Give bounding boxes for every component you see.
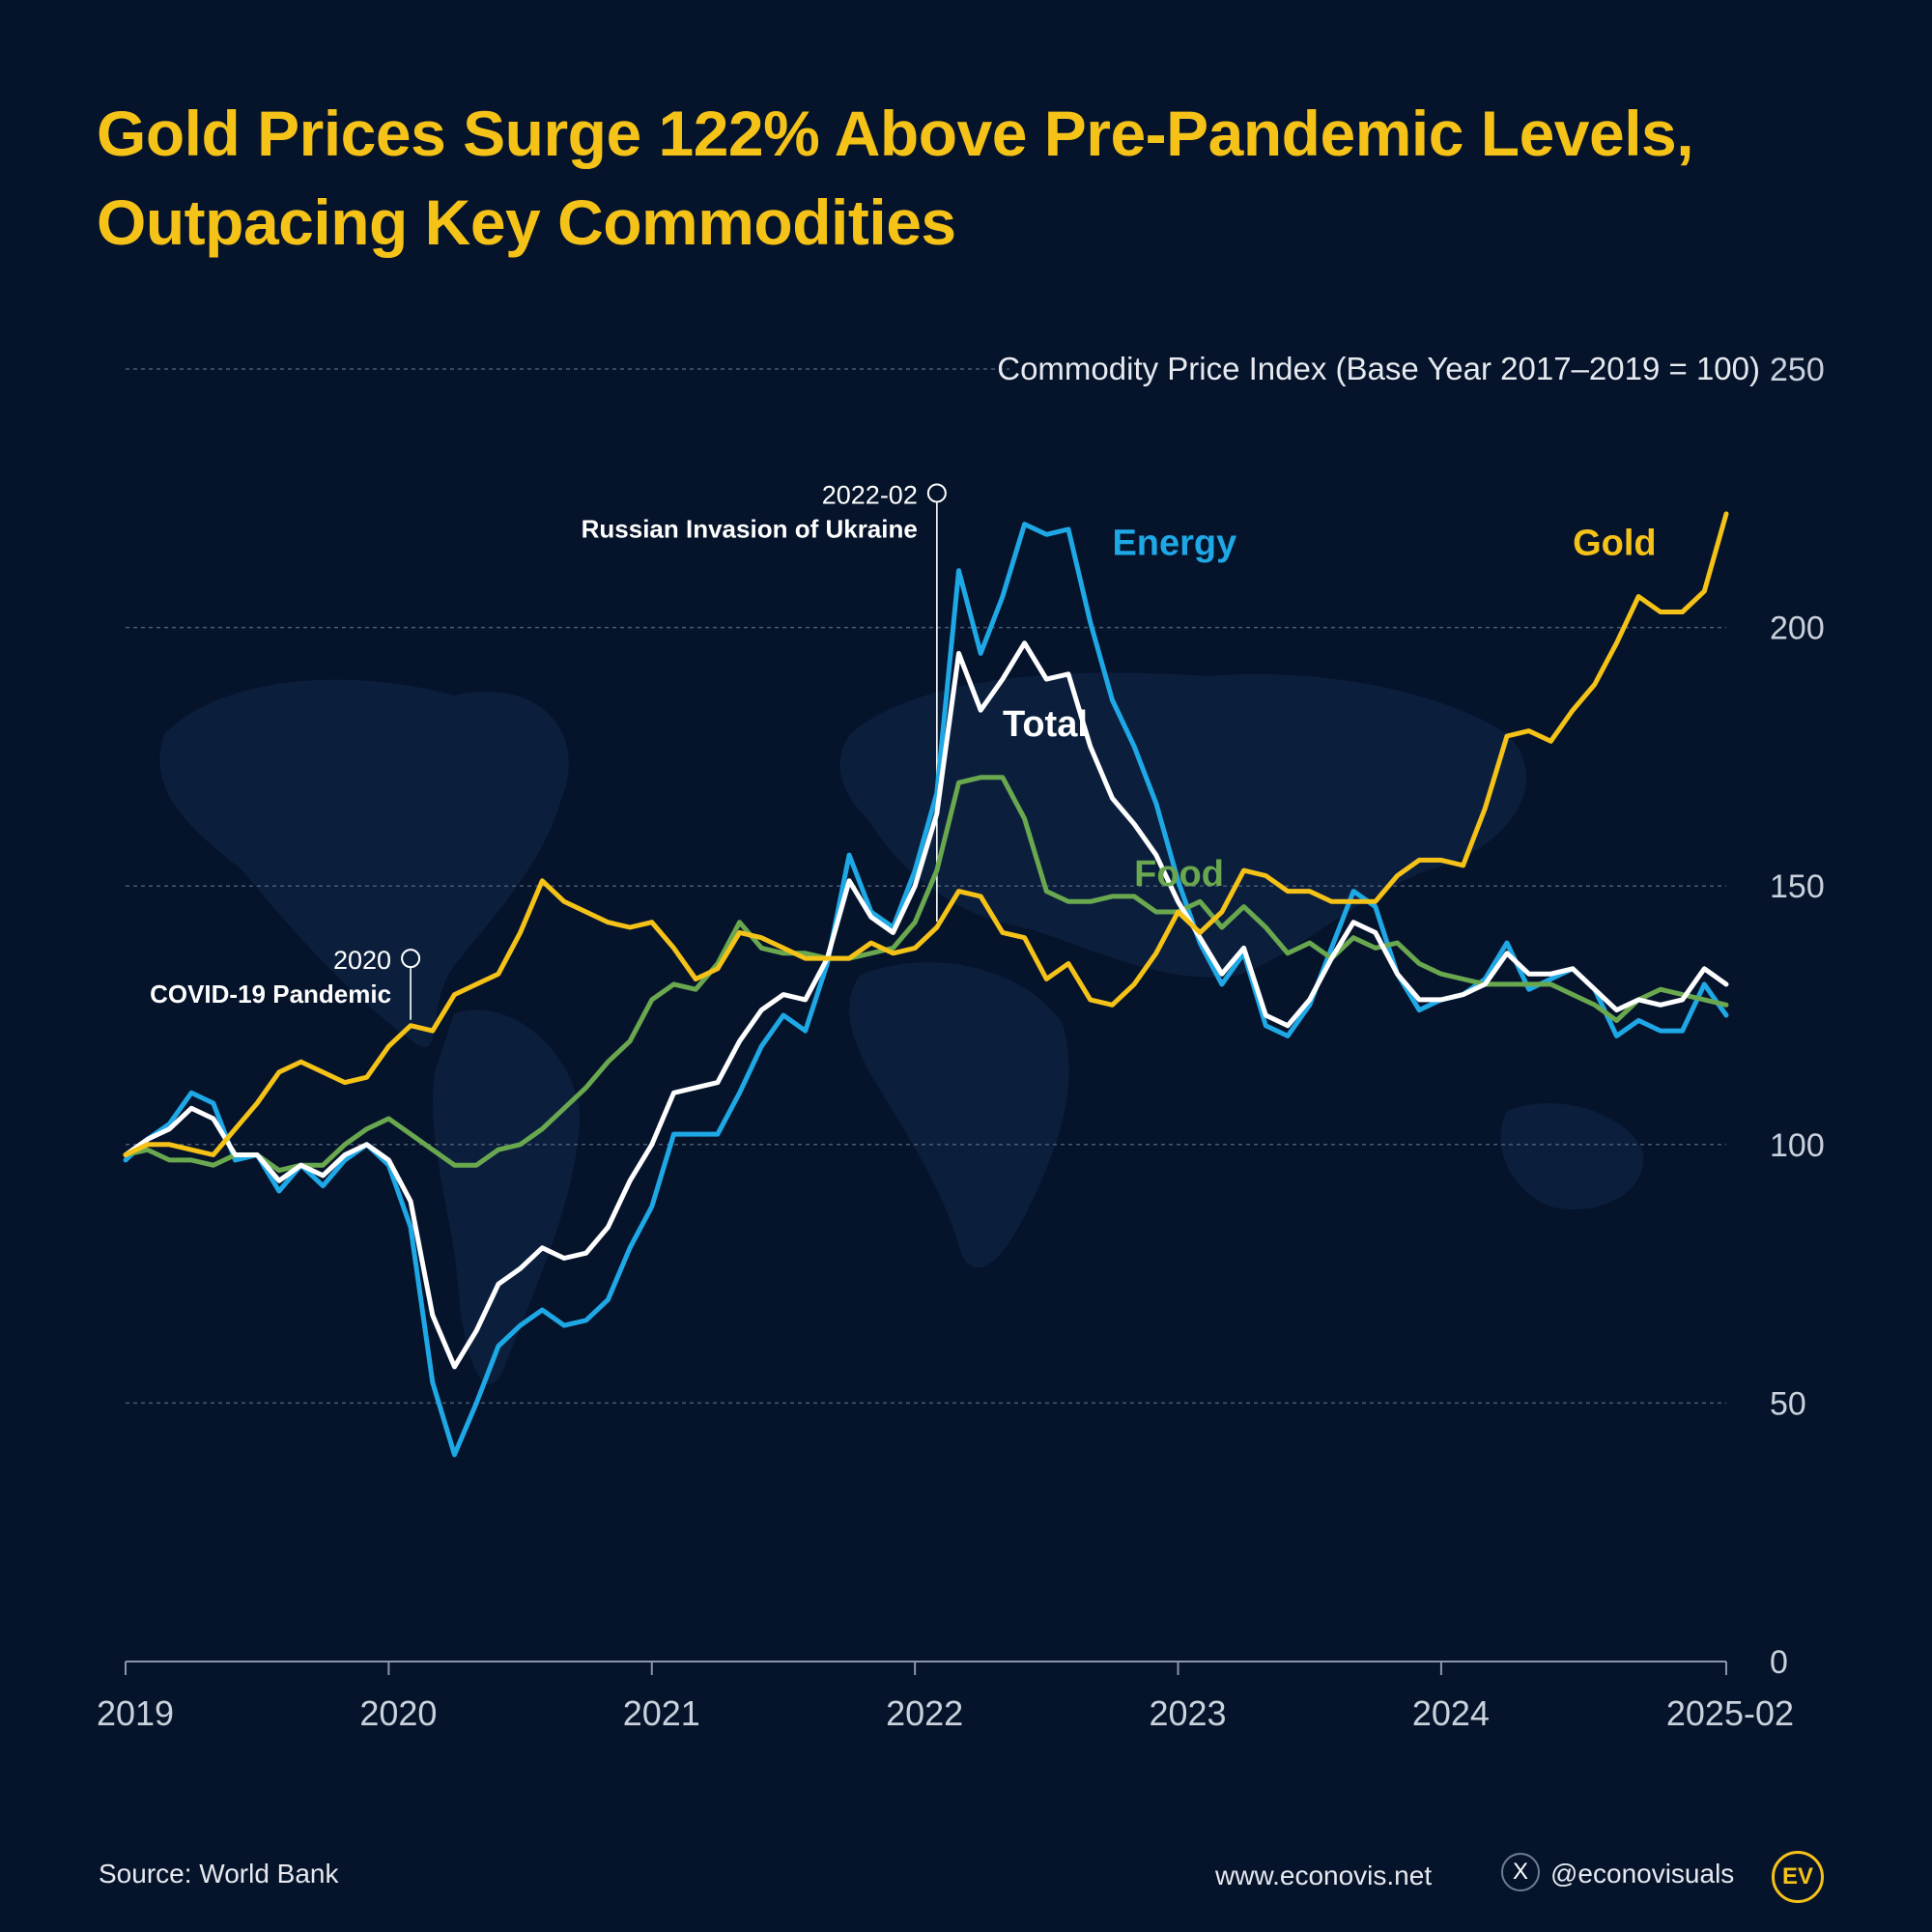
x-tick-label: 2024 [1412, 1693, 1490, 1733]
series-label-gold: Gold [1573, 524, 1657, 564]
x-tick-label: 2019 [97, 1693, 174, 1733]
annotation-marker [926, 483, 947, 503]
series-line-food [123, 775, 1729, 1174]
grid-lines [126, 368, 1726, 1405]
annotation-date: 2022-02 [822, 480, 918, 509]
social-handle[interactable]: @econovisuals [1550, 1859, 1735, 1889]
x-logo-icon: X [1501, 1853, 1540, 1891]
y-tick-label: 200 [1770, 611, 1825, 647]
series-line-gold [123, 511, 1729, 1157]
source-note: Source: World Bank [99, 1859, 339, 1889]
y-axis: 0 50 100 150 200 250 [1770, 352, 1825, 1681]
x-tick-label: 2021 [623, 1693, 700, 1733]
x-axis: 2019 2020 2021 2022 2023 2024 2025-02 [97, 1661, 1794, 1733]
chart-title: Gold Prices Surge 122% Above Pre-Pandemi… [97, 98, 1694, 258]
y-tick-label: 150 [1770, 868, 1825, 905]
annotation-marker [401, 949, 421, 969]
annotation-event: COVID-19 Pandemic [150, 980, 391, 1009]
y-tick-label: 0 [1770, 1644, 1788, 1681]
world-map-backdrop [159, 672, 1644, 1384]
econovis-logo: EV [1772, 1851, 1824, 1903]
x-tick-label: 2020 [359, 1693, 437, 1733]
annotations: 2020 COVID-19 Pandemic 2022-02 Russian Inva… [150, 480, 947, 1020]
series-label-food: Food [1134, 854, 1224, 895]
annotation-date: 2020 [333, 946, 391, 975]
y-tick-label: 100 [1770, 1127, 1825, 1164]
website-link[interactable]: www.econovis.net [1215, 1861, 1433, 1890]
x-tick-label: 2025-02 [1666, 1693, 1794, 1733]
y-tick-label: 50 [1770, 1385, 1806, 1422]
x-tick-label: 2023 [1149, 1693, 1226, 1733]
y-tick-label: 250 [1770, 352, 1825, 388]
series-lines [123, 511, 1729, 1458]
x-tick-label: 2022 [886, 1693, 963, 1733]
series-labels: Energy Total Food Gold [1003, 524, 1657, 895]
series-line-total [123, 640, 1729, 1370]
series-label-total: Total [1003, 704, 1088, 745]
annotation-event: Russian Invasion of Ukraine [582, 514, 918, 543]
series-label-energy: Energy [1112, 524, 1236, 564]
y-axis-title: Commodity Price Index (Base Year 2017–20… [997, 351, 1760, 386]
